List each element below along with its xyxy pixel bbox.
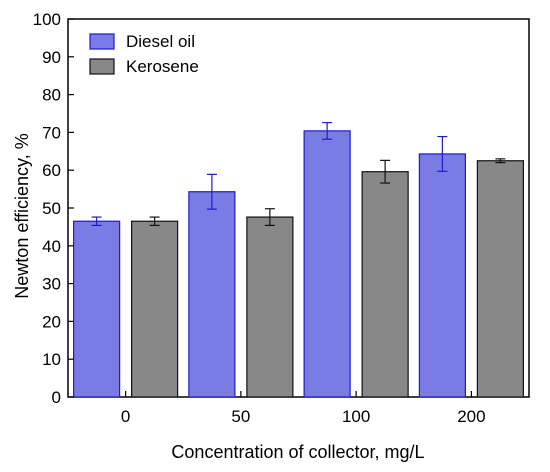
y-tick-label: 90	[42, 48, 61, 67]
x-tick-label: 100	[342, 407, 370, 426]
ticks-group: 0 10 20 30 40 50 60 70 80 90 100 0 50 100 200	[33, 10, 486, 426]
y-tick-label: 70	[42, 123, 61, 142]
x-tick-label: 0	[121, 407, 130, 426]
bar-diesel-oil	[73, 220, 121, 398]
x-axis-label: Concentration of collector, mg/L	[171, 442, 424, 462]
bar-diesel-oil	[303, 130, 351, 398]
legend-label: Kerosene	[126, 57, 199, 76]
y-tick-label: 30	[42, 275, 61, 294]
y-tick-label: 100	[33, 10, 61, 29]
y-tick-label: 40	[42, 237, 61, 256]
bar-diesel-oil	[188, 191, 236, 398]
y-tick-label: 60	[42, 161, 61, 180]
x-tick-label: 50	[231, 407, 250, 426]
bar-kerosene	[361, 171, 409, 398]
legend: Diesel oil Kerosene	[89, 32, 199, 76]
y-tick-label: 10	[42, 350, 61, 369]
bar-diesel-oil	[418, 153, 466, 398]
y-axis-label: Newton efficiency, %	[12, 133, 32, 298]
x-tick-label: 200	[457, 407, 485, 426]
y-tick-label: 20	[42, 312, 61, 331]
y-tick-label: 50	[42, 199, 61, 218]
bar-kerosene	[476, 160, 524, 398]
y-tick-label: 80	[42, 86, 61, 105]
legend-swatch-diesel-oil	[89, 33, 115, 50]
legend-swatch-kerosene	[89, 58, 115, 75]
bar-kerosene	[131, 220, 179, 398]
bar-kerosene	[246, 216, 294, 398]
y-tick-label: 0	[52, 388, 61, 407]
legend-label: Diesel oil	[126, 32, 195, 51]
bars-group	[73, 121, 524, 398]
